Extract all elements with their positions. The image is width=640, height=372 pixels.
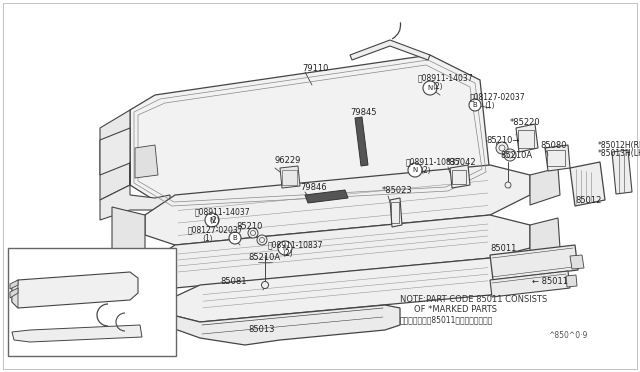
Polygon shape: [172, 305, 400, 345]
Bar: [8, 248, 176, 356]
Text: OF *MARKED PARTS: OF *MARKED PARTS: [414, 305, 497, 314]
Text: N: N: [412, 167, 417, 173]
Polygon shape: [145, 215, 530, 288]
Text: *85012H(RH): *85012H(RH): [598, 141, 640, 150]
Text: N: N: [209, 217, 214, 223]
Circle shape: [205, 213, 219, 227]
Polygon shape: [135, 145, 158, 178]
Text: 85210: 85210: [236, 221, 262, 231]
Polygon shape: [390, 198, 402, 227]
Text: ⓝ08911-14037: ⓝ08911-14037: [195, 208, 251, 217]
Polygon shape: [530, 218, 560, 255]
Text: 85020: 85020: [110, 324, 136, 333]
Circle shape: [257, 235, 267, 245]
Text: （注）＊印は、85011の構成部品です。: （注）＊印は、85011の構成部品です。: [400, 315, 493, 324]
Text: ⓝ08911-10837: ⓝ08911-10837: [406, 157, 461, 167]
Text: B: B: [232, 235, 237, 241]
Polygon shape: [545, 145, 570, 171]
Text: ⟨1⟩: ⟨1⟩: [484, 100, 495, 109]
Bar: [282, 170, 297, 185]
Polygon shape: [530, 168, 560, 205]
Bar: [452, 170, 466, 184]
Circle shape: [505, 182, 511, 188]
Text: 85011: 85011: [490, 244, 516, 253]
Polygon shape: [490, 271, 570, 297]
Polygon shape: [10, 288, 18, 298]
Circle shape: [408, 163, 422, 177]
Circle shape: [504, 149, 516, 161]
Bar: [518, 130, 534, 148]
Text: ← 85011: ← 85011: [532, 278, 568, 286]
Polygon shape: [450, 165, 470, 188]
Polygon shape: [12, 280, 18, 308]
Text: 85210→: 85210→: [486, 135, 520, 144]
Text: 79845: 79845: [350, 108, 376, 116]
Text: UP TO JULY-'79: UP TO JULY-'79: [12, 251, 79, 260]
Text: 96229: 96229: [275, 155, 301, 164]
Circle shape: [496, 142, 508, 154]
Text: N: N: [282, 245, 287, 251]
Circle shape: [469, 99, 481, 111]
Text: ⓝ08911-14037: ⓝ08911-14037: [418, 74, 474, 83]
Polygon shape: [130, 55, 490, 210]
Text: NOTE:PART CODE 85011 CONSISTS: NOTE:PART CODE 85011 CONSISTS: [400, 295, 547, 305]
Bar: [547, 150, 565, 166]
Polygon shape: [280, 166, 300, 188]
Text: ⟨2⟩: ⟨2⟩: [432, 81, 443, 90]
Circle shape: [262, 282, 269, 289]
Text: 85021: 85021: [60, 343, 86, 353]
Text: 85013: 85013: [248, 326, 275, 334]
Polygon shape: [100, 128, 170, 220]
Text: *85042: *85042: [446, 157, 477, 167]
Text: *85013H(LH): *85013H(LH): [598, 148, 640, 157]
Polygon shape: [612, 150, 632, 194]
Text: 79110: 79110: [302, 64, 328, 73]
Polygon shape: [516, 124, 538, 152]
Polygon shape: [10, 280, 18, 289]
Text: 85210A: 85210A: [500, 151, 532, 160]
Text: ⟨2⟩: ⟨2⟩: [420, 166, 431, 174]
Text: Ⓑ08127-02037: Ⓑ08127-02037: [470, 93, 525, 102]
Polygon shape: [570, 162, 605, 206]
Text: 84880: 84880: [14, 283, 40, 292]
Polygon shape: [305, 190, 348, 203]
Text: 85012: 85012: [575, 196, 602, 205]
Bar: [391, 202, 399, 223]
Text: Ⓑ08127-02037: Ⓑ08127-02037: [188, 225, 244, 234]
Text: ⟨2⟩: ⟨2⟩: [282, 248, 292, 257]
Text: ⟨1⟩: ⟨1⟩: [202, 234, 212, 243]
Polygon shape: [172, 258, 525, 322]
Polygon shape: [490, 245, 578, 280]
Text: ^850^0·9: ^850^0·9: [548, 330, 588, 340]
Polygon shape: [145, 165, 530, 245]
Circle shape: [229, 232, 241, 244]
Circle shape: [423, 81, 437, 95]
Text: 85080: 85080: [540, 141, 566, 150]
Polygon shape: [100, 110, 130, 200]
Polygon shape: [355, 117, 368, 166]
Text: N: N: [427, 85, 432, 91]
Text: ⓝ08911-10837: ⓝ08911-10837: [268, 241, 323, 250]
Polygon shape: [12, 272, 138, 308]
Text: 85081: 85081: [220, 278, 246, 286]
Polygon shape: [12, 325, 142, 342]
Polygon shape: [566, 275, 577, 287]
Circle shape: [278, 241, 292, 255]
Text: B: B: [472, 102, 477, 108]
Text: 85210A: 85210A: [248, 253, 280, 263]
Circle shape: [248, 228, 258, 238]
Text: *85023: *85023: [382, 186, 413, 195]
Polygon shape: [350, 40, 430, 60]
Polygon shape: [570, 255, 584, 269]
Text: ⟨2⟩: ⟨2⟩: [209, 215, 220, 224]
Polygon shape: [112, 207, 145, 278]
Text: *85220: *85220: [510, 118, 541, 126]
Text: 79846: 79846: [300, 183, 326, 192]
